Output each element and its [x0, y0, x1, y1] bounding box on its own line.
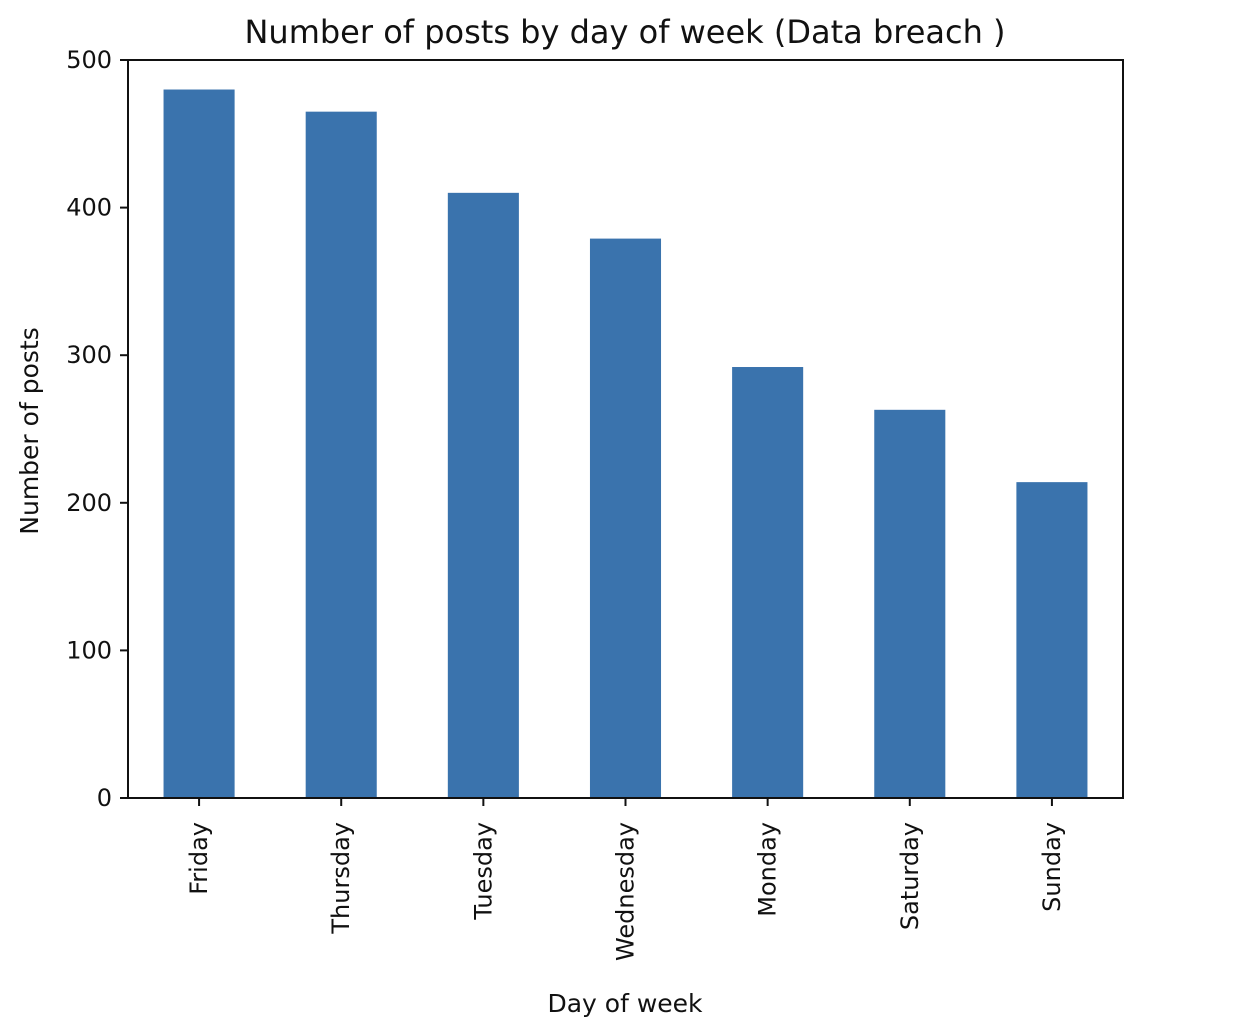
y-tick-label: 500 — [66, 46, 112, 74]
bar-saturday — [874, 409, 946, 798]
bar-wednesday — [589, 238, 662, 799]
x-tick-label: Tuesday — [469, 822, 497, 921]
y-tick-label: 0 — [97, 784, 112, 812]
bar-tuesday — [447, 192, 519, 799]
x-tick-label: Monday — [754, 822, 782, 917]
y-tick-label: 200 — [66, 489, 112, 517]
x-tick-label: Friday — [185, 822, 213, 895]
bar-sunday — [1016, 482, 1088, 798]
x-tick-label: Wednesday — [612, 822, 640, 961]
y-tick-label: 400 — [66, 194, 112, 222]
y-tick-label: 100 — [66, 636, 112, 664]
x-tick-label: Sunday — [1038, 822, 1066, 912]
x-axis-label: Day of week — [547, 989, 703, 1018]
bar-monday — [732, 367, 804, 798]
bar-friday — [163, 89, 235, 798]
plot-area: 0 100 200 300 400 500 Friday Thursday Tuesday Wed… — [66, 46, 1124, 961]
y-tick-label: 300 — [66, 341, 112, 369]
y-axis-label: Number of posts — [15, 327, 44, 534]
bar-thursday — [305, 111, 377, 798]
x-tick-label: Saturday — [896, 822, 924, 930]
chart-title: Number of posts by day of week (Data bre… — [244, 13, 1005, 51]
x-tick-label: Thursday — [327, 822, 355, 935]
